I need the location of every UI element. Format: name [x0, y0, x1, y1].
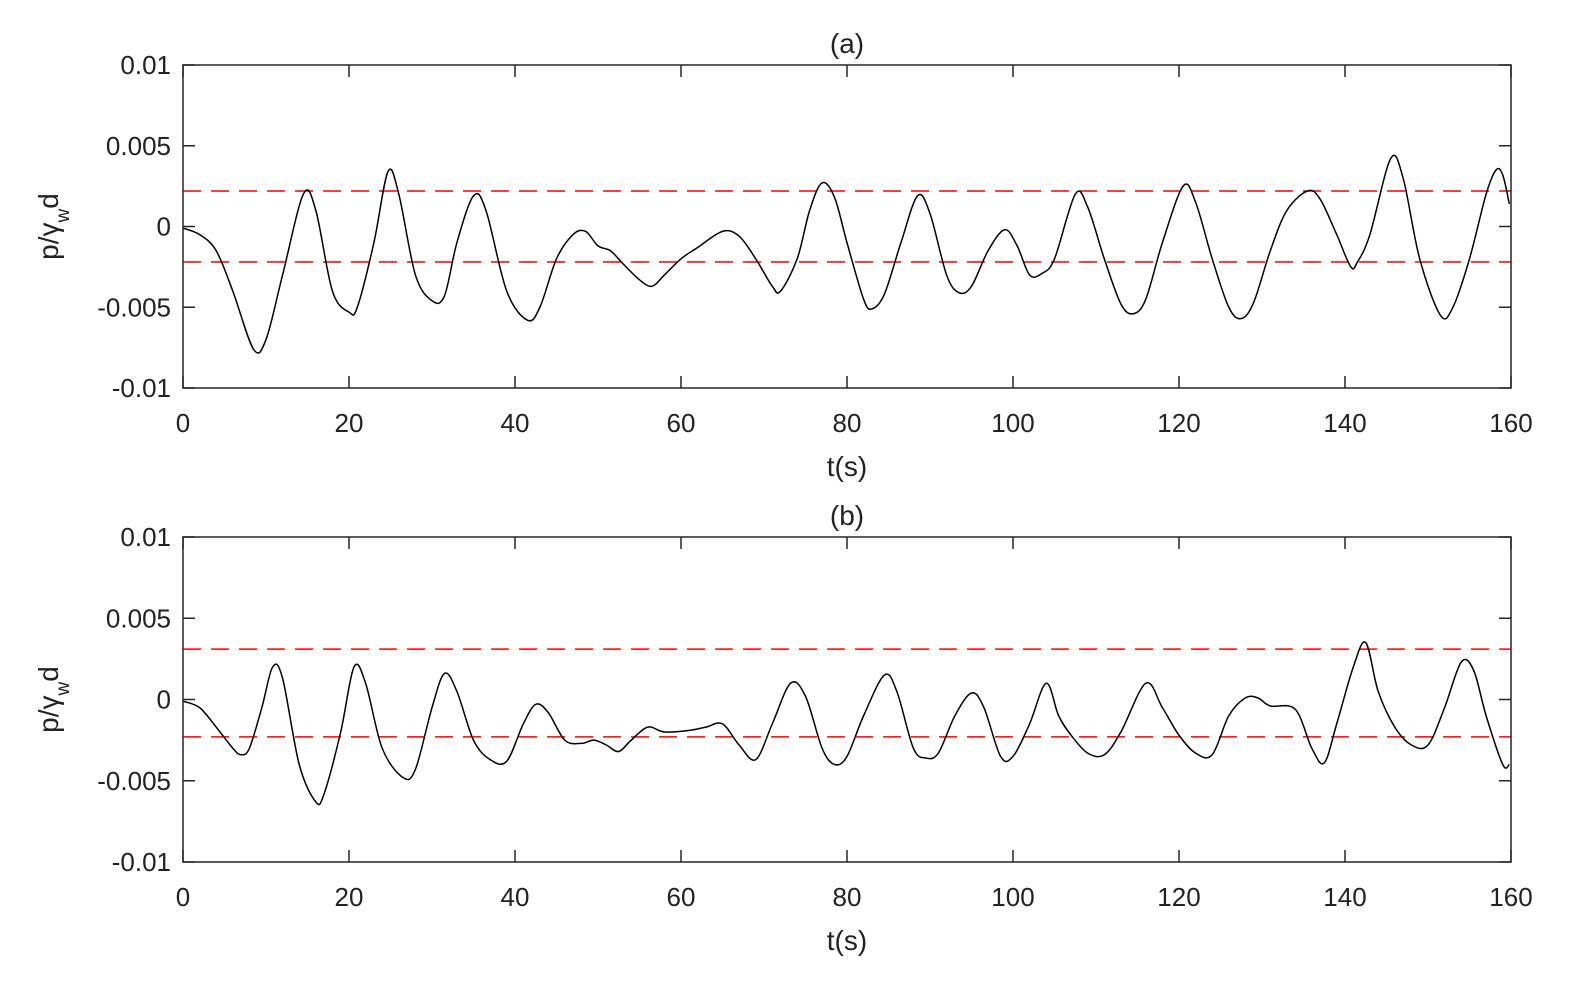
- subplot-title: (a): [830, 28, 864, 59]
- x-tick-label: 100: [991, 882, 1034, 912]
- x-tick-label: 80: [833, 408, 862, 438]
- x-tick-label: 160: [1489, 408, 1532, 438]
- x-tick-label: 100: [991, 408, 1034, 438]
- y-tick-label: 0.01: [120, 522, 171, 552]
- y-tick-label: -0.005: [97, 766, 171, 796]
- y-tick-label: 0: [157, 212, 171, 242]
- subplot-title: (b): [830, 500, 864, 531]
- x-tick-label: 80: [833, 882, 862, 912]
- y-tick-label: -0.005: [97, 292, 171, 322]
- y-label-part: w: [53, 208, 74, 223]
- x-axis-label: t(s): [827, 925, 867, 956]
- x-tick-label: 20: [335, 408, 364, 438]
- x-tick-label: 140: [1323, 882, 1366, 912]
- y-label-part: p/γ: [33, 695, 64, 732]
- plot-frame: [182, 536, 1512, 863]
- y-tick-label: 0.005: [106, 603, 171, 633]
- x-tick-label: 40: [501, 882, 530, 912]
- y-tick-label: -0.01: [112, 847, 171, 877]
- x-tick-label: 0: [176, 408, 190, 438]
- data-line: [182, 641, 1510, 806]
- x-tick-label: 40: [501, 408, 530, 438]
- x-tick-label: 120: [1157, 882, 1200, 912]
- y-label-part: w: [53, 681, 74, 696]
- y-tick-label: 0.01: [120, 50, 171, 80]
- y-axis-label: p/γwd: [33, 666, 74, 733]
- data-line: [182, 154, 1511, 354]
- subplot: (b) 0 20 40 60 80 100 120 140 160 -0.01 -0.005 0 0.00…: [33, 500, 1533, 956]
- y-label-part: d: [33, 666, 64, 682]
- x-tick-label: 60: [667, 882, 696, 912]
- x-tick-label: 0: [176, 882, 190, 912]
- x-tick-label: 120: [1157, 408, 1200, 438]
- plot-frame: [182, 64, 1512, 389]
- y-tick-label: -0.01: [112, 373, 171, 403]
- y-label-part: p/γ: [33, 222, 64, 259]
- y-label-part: d: [33, 193, 64, 209]
- x-axis-label: t(s): [827, 451, 867, 482]
- y-axis-label: p/γwd: [33, 193, 74, 260]
- y-tick-label: 0.005: [106, 131, 171, 161]
- x-tick-label: 160: [1489, 882, 1532, 912]
- subplot: (a) 0 20 40 60 80 100 120 140 160 -0.01 -0.005 0 0.00…: [33, 28, 1533, 482]
- y-tick-label: 0: [157, 685, 171, 715]
- x-tick-label: 20: [335, 882, 364, 912]
- x-tick-label: 140: [1323, 408, 1366, 438]
- x-tick-label: 60: [667, 408, 696, 438]
